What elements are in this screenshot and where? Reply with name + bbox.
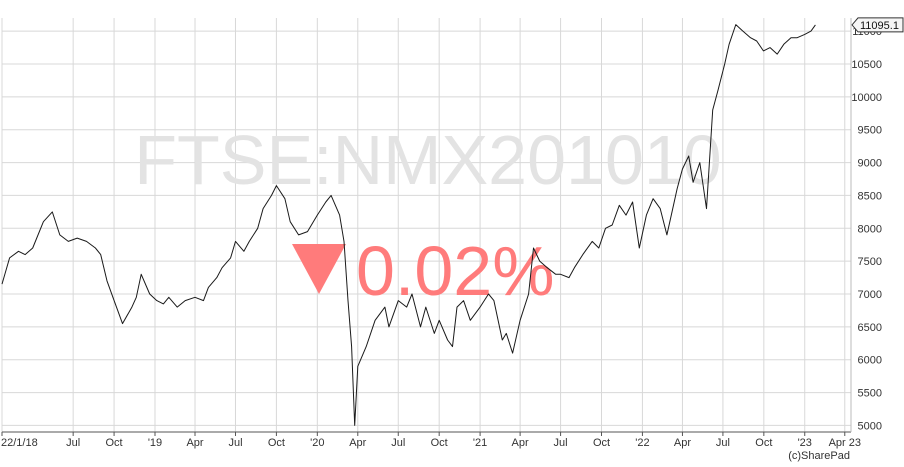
current-value-badge: 11095.1 (851, 17, 904, 33)
current-value-label: 11095.1 (860, 20, 899, 32)
x-tick-label: Jul (716, 437, 730, 449)
y-tick-label: 6500 (858, 322, 882, 334)
current-value-marker (851, 17, 904, 33)
x-tick-label: Apr (186, 437, 203, 449)
x-tick-label: Apr (512, 437, 529, 449)
change-percent: 0.02% (356, 232, 554, 310)
x-tick-label: '21 (473, 437, 487, 449)
y-tick-label: 9000 (858, 158, 882, 170)
x-tick-label: '20 (310, 437, 324, 449)
x-tick-label: Apr (674, 437, 691, 449)
x-tick-label: Oct (106, 437, 123, 449)
grid (1, 18, 851, 432)
y-tick-label: 7500 (858, 256, 882, 268)
y-tick-label: 8500 (858, 190, 882, 202)
copyright-text: (c)SharePad (788, 450, 850, 462)
change-indicator: 0.02% (292, 232, 554, 310)
x-tick-label: '19 (148, 437, 162, 449)
x-tick-label: Apr (349, 437, 366, 449)
x-tick-label: 22/1/18 (1, 437, 38, 449)
x-tick-label: '23 (798, 437, 812, 449)
y-tick-label: 5500 (858, 388, 882, 400)
x-tick-label: Oct (268, 437, 285, 449)
x-tick-label: Oct (431, 437, 448, 449)
series-layer (1, 24, 816, 426)
x-tick-label: Oct (755, 437, 772, 449)
y-tick-label: 10000 (851, 92, 882, 104)
axes: 5000 5500 6000 6500 7000 7500 8000 8500 9000 9500… (1, 18, 882, 449)
y-tick-label: 9500 (858, 125, 882, 137)
x-tick-label: Jul (228, 437, 242, 449)
price-series-line (1, 24, 816, 426)
y-tick-label: 8000 (858, 223, 882, 235)
down-triangle-icon (292, 244, 346, 294)
x-tick-label: Oct (593, 437, 610, 449)
x-tick-label: Jul (391, 437, 405, 449)
y-tick-label: 5000 (858, 420, 882, 432)
x-tick-label: Jul (554, 437, 568, 449)
x-tick-label: Apr 23 (829, 437, 861, 449)
x-tick-label: Jul (66, 437, 80, 449)
y-tick-label: 10500 (851, 59, 882, 71)
y-tick-label: 6000 (858, 355, 882, 367)
watermark-text: FTSE:NMX201010 (134, 121, 721, 199)
x-tick-label: '22 (635, 437, 649, 449)
y-tick-label: 7000 (858, 289, 882, 301)
